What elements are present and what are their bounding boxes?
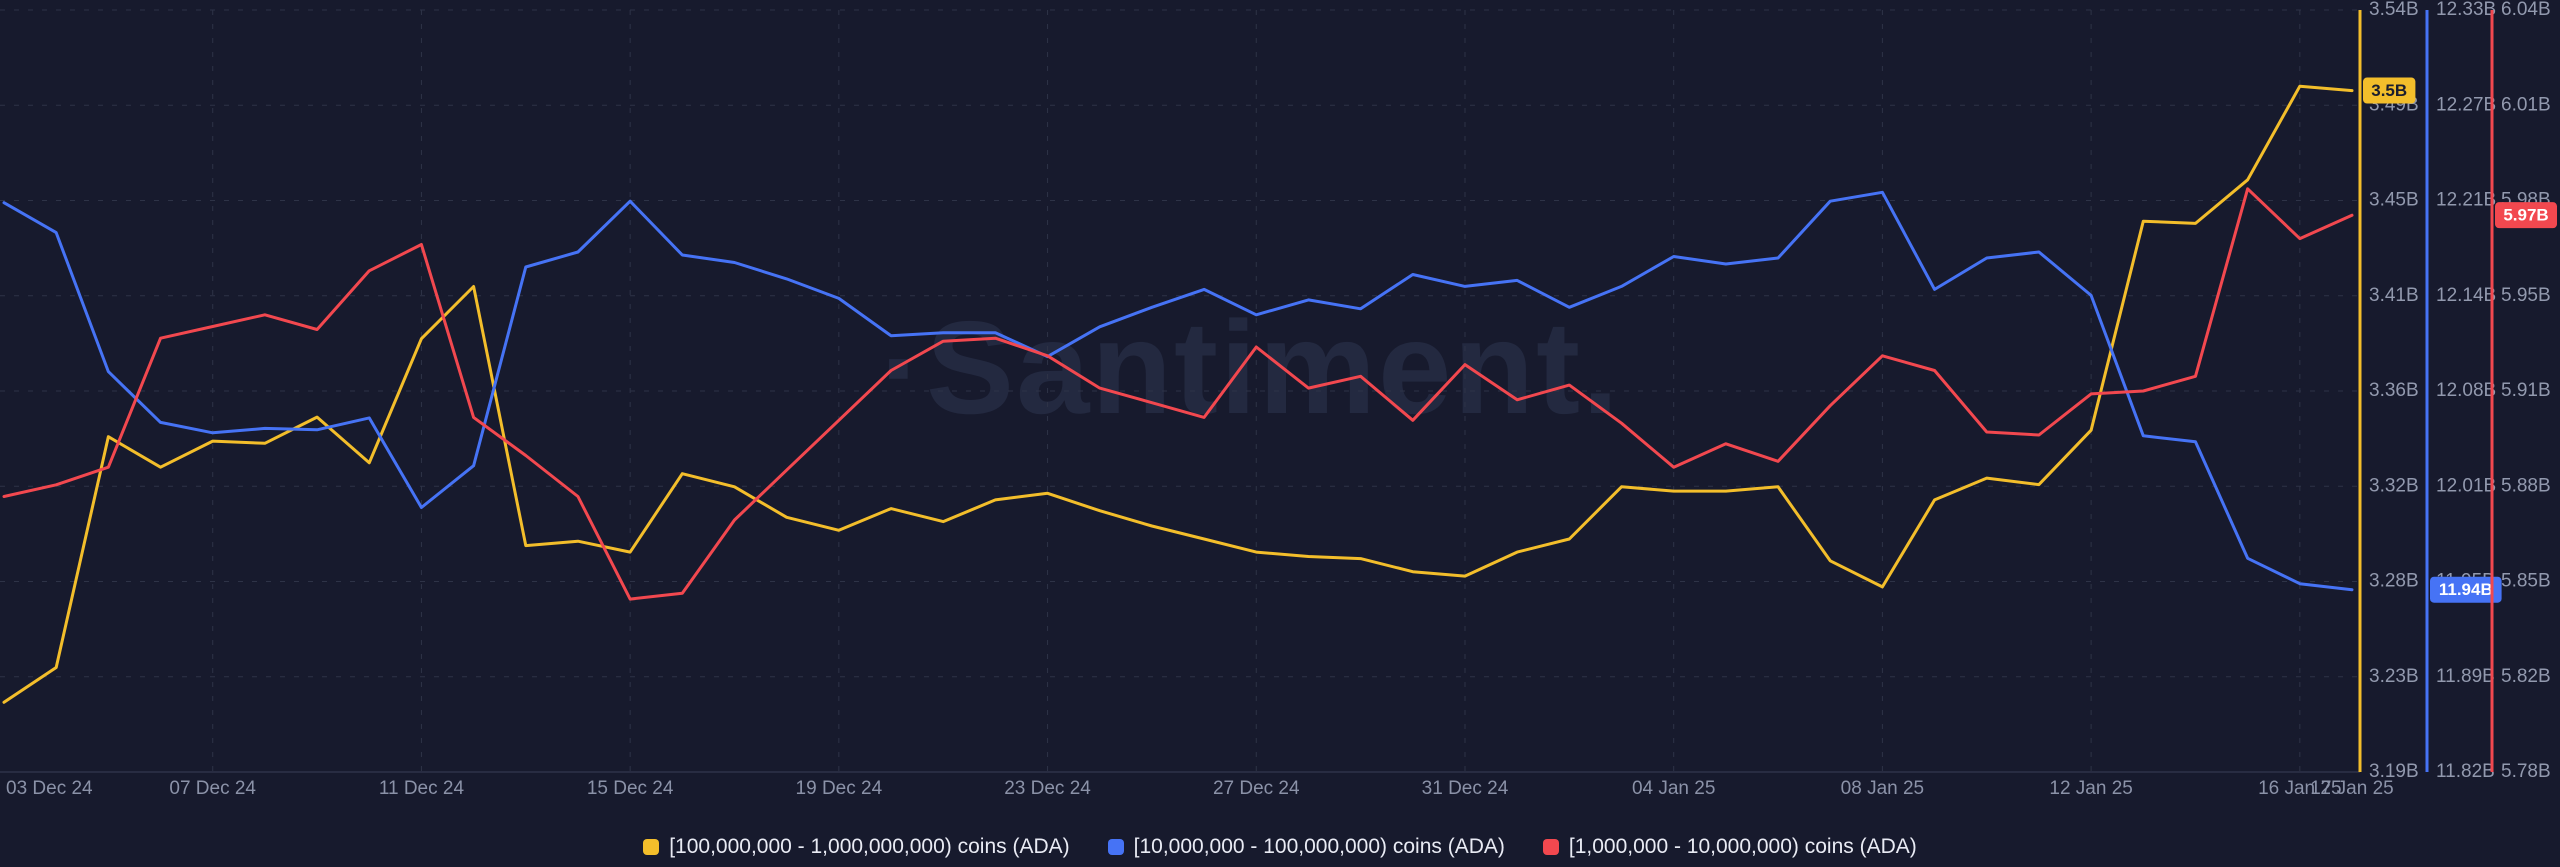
legend: [100,000,000 - 1,000,000,000) coins (ADA… (0, 835, 2560, 859)
watermark: ·Santiment. (880, 294, 1621, 441)
legend-swatch-icon (1542, 839, 1559, 855)
y-tick-label: 12.14B (2436, 285, 2496, 306)
x-tick-label: 15 Dec 24 (587, 778, 674, 799)
x-tick-label: 19 Dec 24 (796, 778, 883, 799)
x-tick-label: 31 Dec 24 (1422, 778, 1509, 799)
x-tick-label: 27 Dec 24 (1213, 778, 1300, 799)
y-tick-label: 5.85B (2501, 571, 2551, 592)
last-value-badge (2430, 576, 2502, 603)
x-tick-label: 16 Jan 25 (2258, 778, 2341, 799)
legend-item-0[interactable]: [100,000,000 - 1,000,000,000) coins (ADA… (643, 835, 1070, 859)
last-value-badge (2363, 77, 2416, 104)
x-tick-label: 03 Dec 24 (6, 778, 93, 799)
y-tick-label: 12.01B (2436, 475, 2496, 496)
y-tick-label: 5.88B (2501, 475, 2551, 496)
x-tick-label: 07 Dec 24 (169, 778, 256, 799)
y-tick-label: 3.32B (2369, 475, 2419, 496)
legend-label: [1,000,000 - 10,000,000) coins (ADA) (1568, 835, 1917, 858)
series-line-0[interactable] (2, 84, 2354, 704)
x-tick-label: 08 Jan 25 (1841, 778, 1924, 799)
y-tick-label: 12.08B (2436, 380, 2496, 401)
y-tick-label: 3.41B (2369, 285, 2419, 306)
last-value-badge (2495, 202, 2557, 229)
y-tick-label: 3.23B (2369, 666, 2419, 687)
y-tick-label: 12.27B (2436, 94, 2496, 115)
legend-item-1[interactable]: [10,000,000 - 100,000,000) coins (ADA) (1107, 835, 1505, 859)
y-tick-label: 11.82B (2436, 761, 2495, 782)
x-tick-label: 17 Jan 25 (2310, 778, 2393, 799)
legend-swatch-icon (1107, 839, 1124, 855)
last-value-badge-label: 3.5B (2371, 81, 2407, 100)
y-tick-label: 5.95B (2501, 285, 2551, 306)
last-value-badge-label: 5.97B (2503, 206, 2548, 225)
last-value-badge-label: 11.94B (2439, 580, 2493, 599)
y-tick-label: 12.33B (2436, 0, 2496, 20)
series-line-2[interactable] (2, 187, 2354, 601)
x-tick-label: 23 Dec 24 (1004, 778, 1091, 799)
legend-swatch-icon (643, 839, 660, 855)
y-tick-label: 3.54B (2369, 0, 2419, 20)
x-tick-label: 11 Dec 24 (379, 778, 465, 799)
x-tick-label: 12 Jan 25 (2049, 778, 2132, 799)
legend-label: [10,000,000 - 100,000,000) coins (ADA) (1133, 835, 1505, 858)
y-tick-label: 12.21B (2436, 190, 2496, 211)
y-tick-label: 6.01B (2501, 94, 2551, 115)
y-tick-label: 11.89B (2436, 666, 2495, 687)
legend-label: [100,000,000 - 1,000,000,000) coins (ADA… (669, 835, 1070, 858)
y-tick-label: 6.04B (2501, 0, 2551, 20)
y-tick-label: 3.36B (2369, 380, 2419, 401)
y-tick-label: 3.19B (2369, 761, 2419, 782)
y-tick-label: 3.28B (2369, 571, 2419, 592)
legend-item-2[interactable]: [1,000,000 - 10,000,000) coins (ADA) (1542, 835, 1917, 859)
y-tick-label: 5.78B (2501, 761, 2551, 782)
y-tick-label: 5.82B (2501, 666, 2551, 687)
x-tick-label: 04 Jan 25 (1632, 778, 1715, 799)
series-line-1[interactable] (2, 190, 2354, 592)
y-tick-label: 3.45B (2369, 190, 2419, 211)
y-tick-label: 5.91B (2501, 380, 2551, 401)
